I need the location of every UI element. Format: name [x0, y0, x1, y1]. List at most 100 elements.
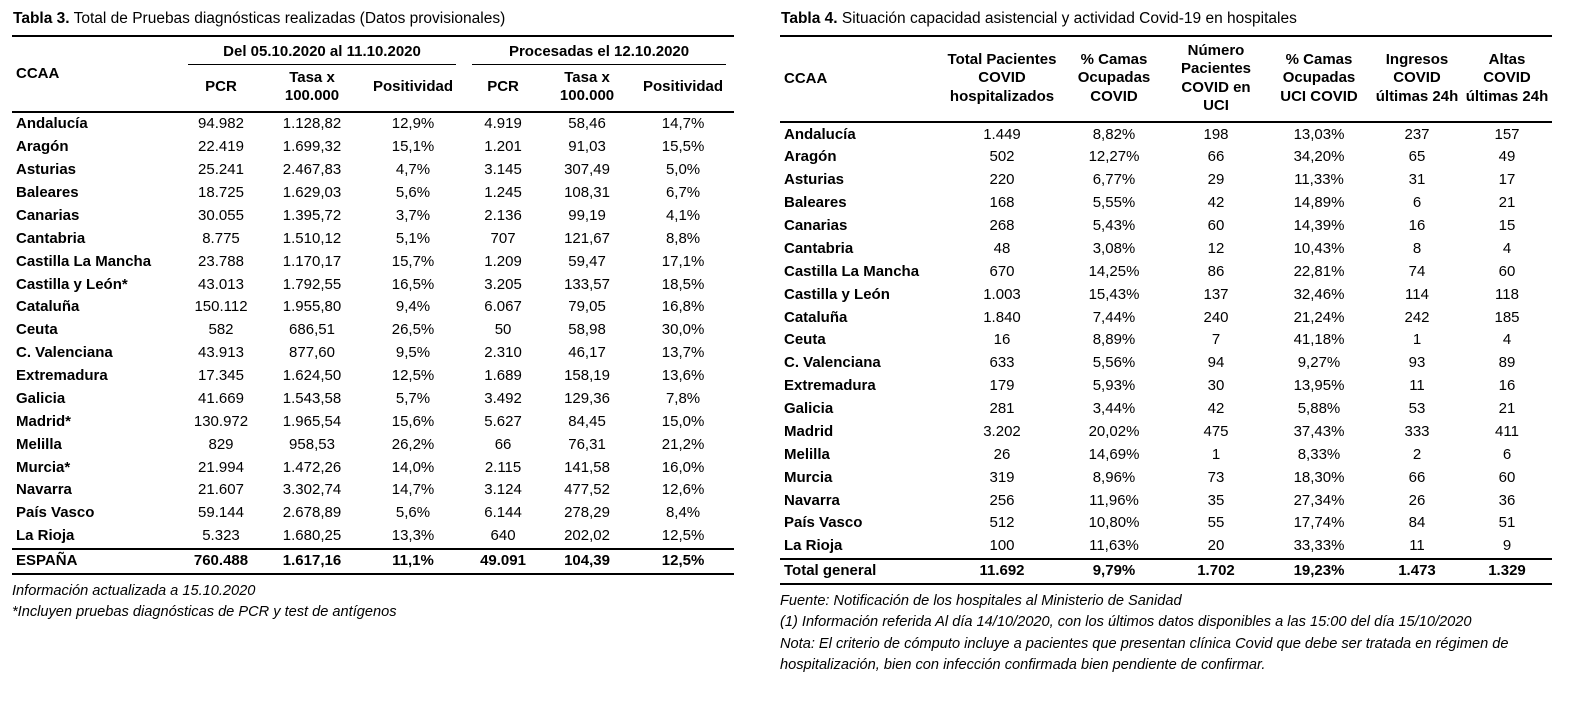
value-cell: 17.345: [198, 367, 244, 385]
value-cell: 8.775: [202, 229, 240, 247]
region-cell: Galicia: [16, 389, 66, 407]
value-cell: 66: [1207, 148, 1225, 166]
region-cell: Cataluña: [16, 298, 80, 316]
value-cell: 21: [1498, 400, 1516, 418]
value-cell: 30.055: [198, 206, 244, 224]
value-cell: 43.913: [198, 344, 244, 362]
value-cell: 11,96%: [1089, 491, 1139, 509]
table3-footnote-antigens: *Incluyen pruebas diagnósticas de PCR y …: [12, 604, 397, 621]
table3-region-row: Baleares 18.725 1.629,03 5,6% 1.245 108,31 6,7…: [12, 182, 734, 205]
value-cell: 73: [1207, 468, 1225, 486]
table4-region-row: Extremadura 179 5,93% 30 13,95% 11 16: [780, 375, 1552, 398]
value-cell: 15,5%: [661, 138, 705, 156]
region-cell: ESPAÑA: [12, 547, 180, 575]
table3-header: CCAA Del 05.10.2020 al 11.10.2020 Proces…: [12, 36, 735, 113]
value-cell: 93: [1408, 354, 1426, 372]
value-cell: 1.543,58: [282, 389, 342, 407]
value-cell: 30,0%: [661, 321, 705, 339]
region-cell: Total general: [780, 557, 942, 585]
value-cell: 2.136: [484, 206, 522, 224]
table3-region-row: Navarra 21.607 3.302,74 14,7% 3.124 477,52 12,…: [12, 479, 734, 502]
value-cell: 1.689: [484, 367, 522, 385]
value-cell: 3,7%: [395, 206, 431, 224]
value-cell: 55: [1207, 514, 1225, 532]
value-cell: 1: [1211, 445, 1221, 463]
value-cell: 26: [993, 445, 1011, 463]
value-cell: 1.395,72: [282, 206, 342, 224]
value-cell: 307,49: [564, 161, 610, 179]
region-cell: Cantabria: [16, 229, 86, 247]
value-cell: 179: [989, 377, 1015, 395]
value-cell: 958,53: [289, 435, 335, 453]
value-cell: 6: [1412, 194, 1422, 212]
value-cell: 21,24%: [1293, 308, 1345, 326]
value-cell: 185: [1494, 308, 1520, 326]
value-cell: 86: [1207, 262, 1225, 280]
region-cell: Murcia*: [16, 458, 71, 476]
table4-region-row: Canarias 268 5,43% 60 14,39% 16 15: [780, 215, 1552, 238]
value-cell: 1.472,26: [282, 458, 342, 476]
region-cell: Extremadura: [16, 367, 108, 385]
value-cell: 48: [993, 239, 1011, 257]
value-cell: 66: [494, 435, 512, 453]
region-cell: C. Valenciana: [784, 354, 881, 372]
value-cell: 7,8%: [665, 389, 701, 407]
value-cell: 12,27%: [1088, 148, 1140, 166]
value-cell: 670: [989, 262, 1015, 280]
value-cell: 118: [1495, 285, 1519, 303]
period-day-label: Procesadas el 12.10.2020: [472, 41, 727, 65]
value-cell: 1.680,25: [282, 527, 342, 545]
table3-column-header-row: PCR Tasa x 100.000 Positividad PCR Tasa …: [12, 65, 735, 113]
value-cell: 5,43%: [1092, 217, 1136, 235]
value-cell: 3.302,74: [282, 481, 342, 499]
table4-region-row: Ceuta 16 8,89% 7 41,18% 1 4: [780, 329, 1552, 352]
value-cell: 12: [1207, 239, 1225, 257]
region-cell: Andalucía: [16, 115, 88, 133]
value-cell: 42: [1207, 194, 1225, 212]
value-cell: 240: [1203, 308, 1229, 326]
value-cell: 16: [993, 331, 1011, 349]
table4-footnote-source: Fuente: Notificación de los hospitales a…: [780, 592, 1182, 609]
value-cell: 4,7%: [395, 161, 431, 179]
value-cell: 12,9%: [391, 115, 435, 133]
table3-region-row: Andalucía 94.982 1.128,82 12,9% 4.919 58,46 14…: [12, 112, 734, 136]
value-cell: 17,74%: [1293, 514, 1345, 532]
value-cell: 13,03%: [1293, 125, 1345, 143]
value-cell: 11: [1409, 537, 1425, 555]
table4-footnote-reference-date: (1) Información referida Al día 14/10/20…: [780, 614, 1472, 631]
value-cell: 53: [1408, 400, 1426, 418]
value-cell: 20,02%: [1088, 422, 1140, 440]
value-cell: 13,3%: [391, 527, 435, 545]
value-cell: 8: [1412, 239, 1422, 257]
value-cell: 220: [989, 171, 1015, 189]
value-cell: 3.202: [983, 422, 1021, 440]
value-cell: 16,5%: [391, 275, 435, 293]
table3-region-row: País Vasco 59.144 2.678,89 5,6% 6.144 278,29 8…: [12, 502, 734, 525]
value-cell: 12,5%: [661, 527, 705, 545]
region-cell: Baleares: [16, 184, 79, 202]
value-cell: 6.144: [484, 504, 522, 522]
hospitalized-patients-header: Total Pacientes COVID hospitalizados: [942, 36, 1062, 124]
value-cell: 14,25%: [1088, 262, 1140, 280]
region-cell: Aragón: [16, 138, 69, 156]
value-cell: 242: [1404, 308, 1430, 326]
value-cell: 686,51: [289, 321, 335, 339]
value-cell: 41.669: [198, 389, 244, 407]
value-cell: 137: [1203, 285, 1229, 303]
value-cell: 21: [1498, 194, 1516, 212]
value-cell: 5,1%: [395, 229, 431, 247]
table3-region-row: Aragón 22.419 1.699,32 15,1% 1.201 91,03 15,5%: [12, 136, 734, 159]
value-cell: 49.091: [464, 547, 543, 575]
icu-beds-occupied-header: % Camas Ocupadas UCI COVID: [1266, 36, 1372, 124]
value-cell: 5.323: [202, 527, 240, 545]
value-cell: 14,0%: [391, 458, 435, 476]
value-cell: 34,20%: [1293, 148, 1345, 166]
value-cell: 3.205: [484, 275, 522, 293]
value-cell: 9: [1502, 537, 1512, 555]
value-cell: 168: [989, 194, 1015, 212]
value-cell: 5,88%: [1297, 400, 1341, 418]
table4-region-row: La Rioja 100 11,63% 20 33,33% 11 9: [780, 535, 1552, 559]
region-cell: Castilla La Mancha: [16, 252, 152, 270]
region-cell: La Rioja: [784, 537, 843, 555]
